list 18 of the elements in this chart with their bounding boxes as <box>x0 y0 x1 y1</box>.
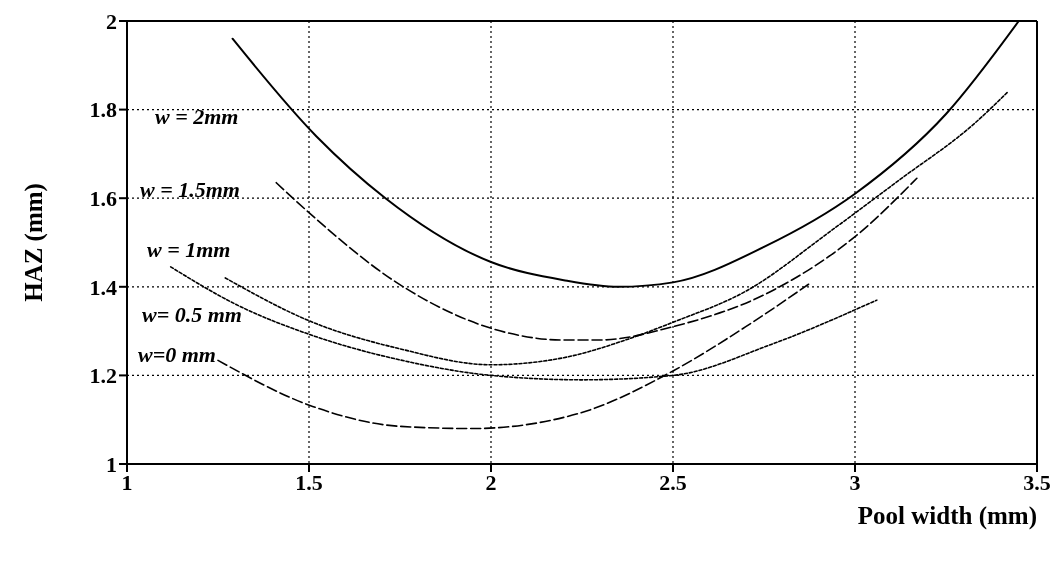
x-tick-label: 3 <box>849 469 861 495</box>
y-tick-label: 1.2 <box>89 363 117 389</box>
series-label: w = 2mm <box>155 104 239 129</box>
series-label: w = 1.5mm <box>140 177 240 202</box>
y-tick-label: 1.4 <box>89 274 117 300</box>
y-tick-label: 1 <box>106 451 117 477</box>
x-axis-title: Pool width (mm) <box>857 502 1037 530</box>
y-tick-label: 1.6 <box>89 186 117 212</box>
series-label: w= 0.5 mm <box>142 302 242 327</box>
x-tick-label: 2 <box>485 469 497 495</box>
y-tick-label: 1.8 <box>89 97 117 123</box>
x-tick-label: 2.5 <box>659 469 687 495</box>
x-tick-label: 3.5 <box>1023 469 1051 495</box>
x-tick-label: 1.5 <box>295 469 323 495</box>
y-axis-title: HAZ (mm) <box>19 183 48 302</box>
series-label: w = 1mm <box>147 237 231 262</box>
y-tick-label: 2 <box>106 8 117 34</box>
series-label: w=0 mm <box>138 342 216 367</box>
